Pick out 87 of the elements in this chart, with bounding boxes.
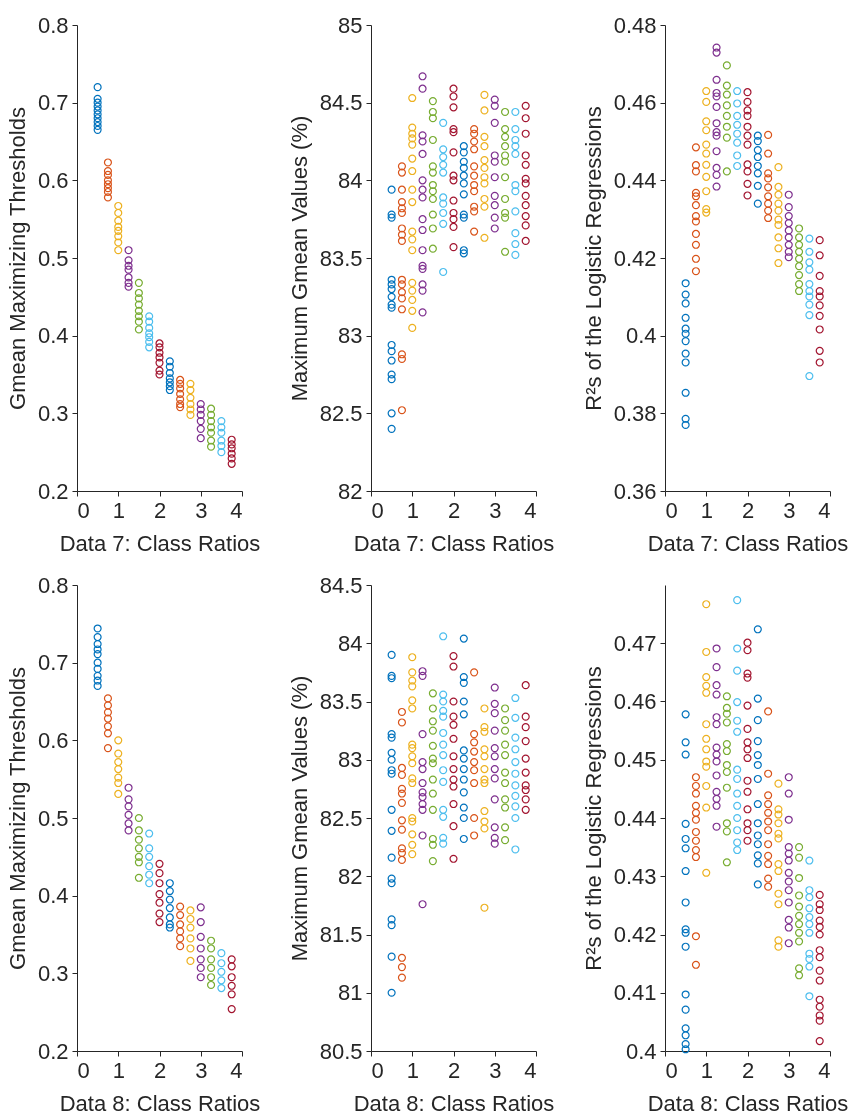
x-tick-label: 2 (741, 497, 755, 523)
y-tick-label: 85 (338, 12, 363, 38)
x-tick-label: 4 (230, 1057, 243, 1083)
x-tick-label: 1 (406, 1057, 419, 1083)
y-tick-label: 82 (338, 478, 363, 504)
y-tick-label: 82 (338, 863, 363, 889)
y-tick-label: 0.5 (37, 805, 69, 831)
y-axis-title: Gmean Maximizing Thresholds (4, 107, 30, 410)
y-tick-label: 0.36 (613, 478, 657, 504)
x-tick-label: 4 (524, 497, 537, 523)
x-tick-label: 0 (77, 497, 90, 523)
y-tick-label: 82.5 (319, 805, 363, 831)
x-tick-label: 3 (195, 1057, 208, 1083)
y-tick-label: 0.6 (37, 727, 69, 753)
y-tick-label: 0.44 (613, 167, 657, 193)
x-tick-label: 2 (153, 1057, 167, 1083)
y-tick-label: 0.45 (613, 747, 657, 773)
y-tick-label: 84.5 (319, 572, 363, 598)
y-tick-label: 0.41 (613, 980, 657, 1006)
y-tick-label: 0.8 (37, 12, 69, 38)
x-tick-label: 3 (783, 1057, 796, 1083)
y-tick-label: 81 (338, 980, 363, 1006)
x-tick-label: 1 (112, 497, 125, 523)
y-tick-label: 0.46 (613, 689, 657, 714)
x-tick-label: 1 (700, 497, 713, 523)
x-tick-label: 0 (665, 1057, 678, 1083)
x-tick-label: 2 (447, 497, 461, 523)
y-tick-label: 0.3 (37, 960, 69, 986)
x-tick-label: 2 (153, 497, 167, 523)
y-axis-title: R²s of the Logistic Regressions (580, 106, 606, 411)
y-tick-label: 83 (338, 323, 363, 349)
x-axis-title: Data 8: Class Ratios (59, 1090, 261, 1116)
x-tick-label: 1 (112, 1057, 125, 1083)
y-axis-title: Maximum Gmean Values (%) (286, 115, 312, 402)
x-axis-title: Data 7: Class Ratios (353, 530, 555, 556)
y-tick-label: 0.7 (37, 650, 69, 676)
y-tick-label: 0.4 (37, 883, 69, 909)
y-tick-label: 0.7 (37, 90, 69, 116)
y-tick-label: 83.5 (319, 245, 363, 271)
x-axis-title: Data 8: Class Ratios (353, 1090, 555, 1116)
y-tick-label: 0.4 (625, 323, 657, 349)
y-tick-label: 84 (338, 630, 363, 656)
x-axis-title: Data 8: Class Ratios (647, 1090, 849, 1116)
y-tick-label: 0.44 (613, 805, 657, 831)
x-tick-label: 4 (524, 1057, 537, 1083)
x-tick-label: 3 (489, 1057, 502, 1083)
y-tick-label: 0.3 (37, 400, 69, 426)
x-tick-label: 1 (700, 1057, 713, 1083)
y-tick-label: 0.47 (613, 630, 657, 656)
x-tick-label: 0 (665, 497, 678, 523)
x-tick-label: 0 (77, 1057, 90, 1083)
x-tick-label: 3 (783, 497, 796, 523)
y-tick-label: 82.5 (319, 400, 363, 426)
y-tick-label: 84.5 (319, 90, 363, 116)
y-tick-label: 80.5 (319, 1038, 363, 1064)
x-axis-title: Data 7: Class Ratios (59, 530, 261, 556)
x-tick-label: 1 (406, 497, 419, 523)
y-tick-label: 0.43 (613, 863, 657, 889)
y-tick-label: 81.5 (319, 922, 363, 947)
y-axis-title: R²s of the Logistic Regressions (580, 666, 606, 971)
y-tick-label: 0.2 (37, 478, 69, 504)
y-tick-label: 83 (338, 747, 363, 773)
y-axis-title: Maximum Gmean Values (%) (286, 675, 312, 962)
y-tick-label: 83.5 (319, 689, 363, 714)
x-tick-label: 2 (447, 1057, 461, 1083)
x-tick-label: 4 (230, 497, 243, 523)
x-tick-label: 3 (195, 497, 208, 523)
y-tick-label: 0.46 (613, 90, 657, 116)
y-tick-label: 0.4 (37, 323, 69, 349)
y-tick-label: 84 (338, 167, 363, 193)
x-tick-label: 2 (741, 1057, 755, 1083)
y-tick-label: 0.38 (613, 400, 657, 426)
y-tick-label: 0.4 (625, 1038, 657, 1064)
x-axis-title: Data 7: Class Ratios (647, 530, 849, 556)
x-tick-label: 4 (818, 1057, 831, 1083)
y-tick-label: 0.2 (37, 1038, 69, 1064)
y-tick-label: 0.42 (613, 922, 657, 947)
y-tick-label: 0.5 (37, 245, 69, 271)
y-axis-title: Gmean Maximizing Thresholds (4, 667, 30, 970)
x-tick-label: 3 (489, 497, 502, 523)
x-tick-label: 4 (818, 497, 831, 523)
y-tick-label: 0.8 (37, 572, 69, 598)
y-tick-label: 0.6 (37, 167, 69, 193)
x-tick-label: 0 (371, 1057, 384, 1083)
y-tick-label: 0.48 (613, 12, 657, 38)
y-tick-label: 0.42 (613, 245, 657, 271)
x-tick-label: 0 (371, 497, 384, 523)
